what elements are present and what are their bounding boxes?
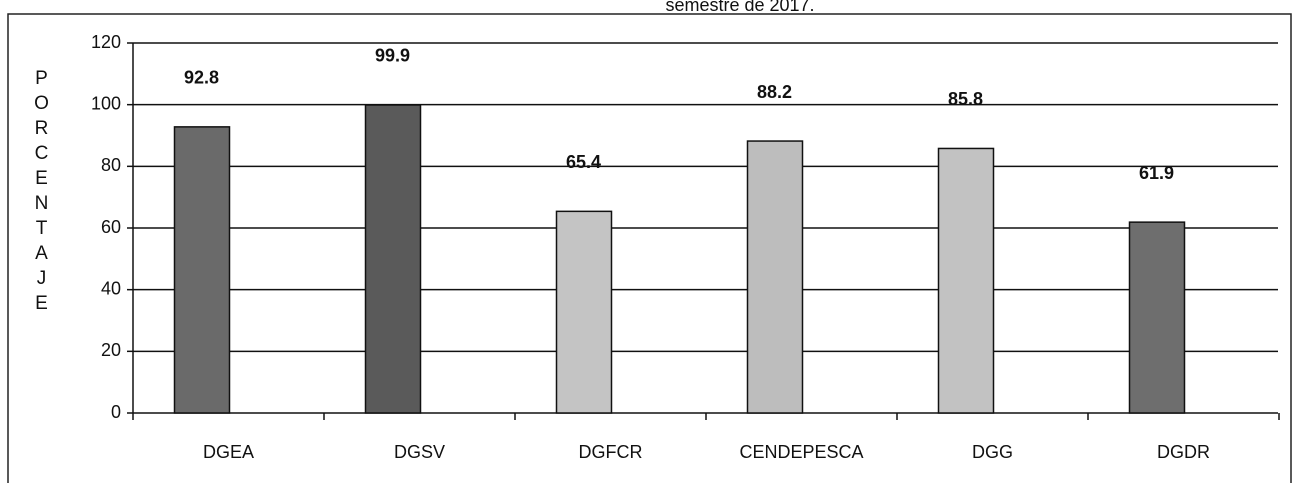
bar: [937, 147, 995, 414]
y-tick-label: 60: [101, 217, 121, 237]
value-label: 99.9: [375, 46, 410, 66]
x-tick-label: CENDEPESCA: [739, 442, 863, 462]
value-label: 65.4: [566, 152, 601, 172]
x-tick-label: DGEA: [203, 442, 254, 462]
y-tick-label: 40: [101, 278, 121, 298]
bar: [173, 126, 231, 414]
y-axis-label: PORCENTAJE: [31, 68, 52, 318]
x-tick-label: DGFCR: [579, 442, 643, 462]
value-label: 61.9: [1139, 163, 1174, 183]
y-tick-label: 80: [101, 155, 121, 175]
y-tick-label: 0: [111, 402, 121, 422]
y-tick-label: 20: [101, 340, 121, 360]
value-label: 92.8: [184, 68, 219, 88]
chart-title: semestre de 2017.: [665, 0, 814, 15]
y-tick-label: 120: [91, 32, 121, 52]
value-label: 85.8: [948, 89, 983, 109]
y-tick-label: 100: [91, 93, 121, 113]
frame: [7, 13, 1292, 483]
bar: [555, 210, 613, 414]
bar: [1128, 221, 1186, 414]
x-tick-label: DGG: [972, 442, 1013, 462]
x-tick-label: DGDR: [1157, 442, 1210, 462]
x-tick-label: DGSV: [394, 442, 445, 462]
bar: [746, 140, 804, 414]
value-label: 88.2: [757, 82, 792, 102]
bar: [364, 104, 422, 414]
